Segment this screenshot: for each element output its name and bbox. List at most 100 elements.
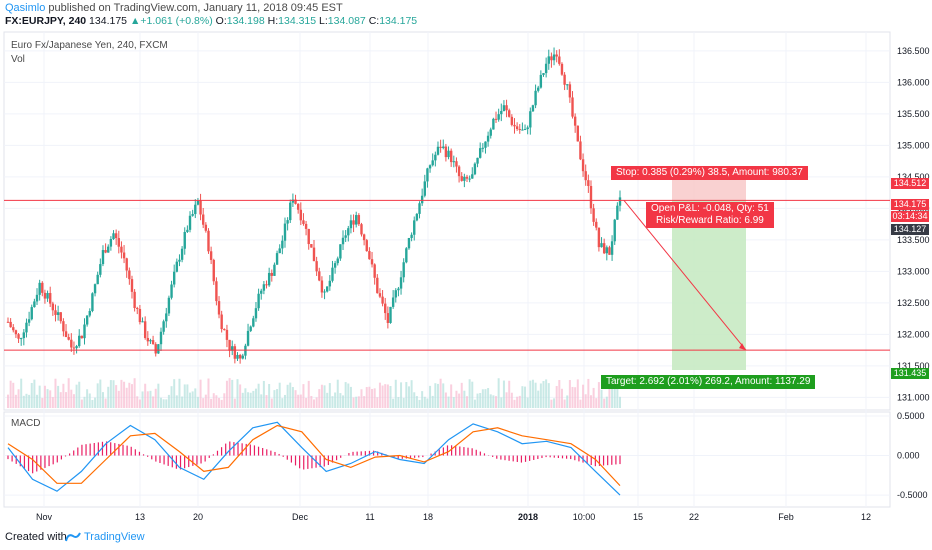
volume-bar [223,393,226,408]
candle-body [344,235,347,238]
entry-price-tag: 134.127 [891,224,929,235]
time-tick-label: Nov [36,512,53,522]
candle-body [552,54,556,61]
volume-bar [239,384,242,408]
candle-body [233,346,237,359]
candle-body [420,195,424,204]
low-label: L: [319,15,328,27]
volume-bar [167,394,170,408]
volume-bar [339,393,342,408]
risk-reward-text: Risk/Reward Ratio: 6.99 [656,215,764,226]
volume-bar [392,398,395,408]
volume-bar [228,378,231,408]
tradingview-brand[interactable]: TradingView [84,531,145,543]
volume-bar [141,391,144,408]
candle-body [526,127,529,130]
volume-bar [505,392,508,408]
volume-bar [289,382,292,408]
candle-body [508,110,511,117]
volume-bar [96,383,99,408]
volume-bar [117,390,120,408]
volume-bar [207,378,210,408]
candle-body [312,247,316,262]
volume-bar [273,390,276,408]
volume-bar [510,392,513,408]
target-zone [672,200,746,370]
candle-body [447,150,450,158]
volume-bar [608,385,611,408]
volume-bar [94,397,97,408]
candle-body [510,116,514,125]
time-tick-label: 12 [861,512,871,522]
candle-body [93,284,97,294]
candle-body [476,157,479,164]
stop-zone [672,176,746,201]
volume-bar [365,387,368,408]
candle-body [592,208,595,222]
volume-bar [70,389,73,408]
candle-body [534,90,537,106]
candle-body [117,238,120,247]
volume-bar [249,392,252,408]
volume-bar [384,384,387,408]
volume-bar [291,387,294,408]
open-pl-label[interactable]: Open P&L: -0.048, Qty: 51 Risk/Reward Ra… [646,202,774,228]
candle-body [107,246,110,253]
author-link[interactable]: Qasimlo [5,2,46,14]
volume-bar [423,396,426,408]
macd-pane[interactable] [3,411,891,508]
volume-bar [136,396,139,408]
candle-body [415,213,419,221]
candle-body [223,329,226,331]
candle-body [568,84,572,98]
candle-body [75,346,78,349]
volume-bar [72,394,75,408]
volume-bar [9,380,12,408]
candle-body [67,337,70,340]
candle-body [275,253,279,265]
volume-bar [558,380,561,408]
price-tick-label: 136.500 [897,46,930,56]
volume-bar [560,388,563,408]
volume-bar [75,384,78,408]
candle-body [78,335,81,347]
candle-body [149,340,152,342]
price-chart[interactable]: 136.500136.000135.500135.000134.500134.0… [0,30,932,528]
candle-body [573,116,577,126]
candle-body [463,176,466,181]
candle-body [202,214,205,225]
candle-body [473,163,477,175]
volume-bar [133,378,136,408]
volume-bar [595,398,598,408]
price-tick-label: 134.500 [897,172,930,182]
volume-bar [109,380,112,408]
volume-bar [212,393,215,408]
volume-bar [86,389,89,408]
candle-body [281,240,284,249]
price-tick-label: 136.000 [897,77,930,87]
candle-body [72,347,76,349]
candle-body [143,321,147,338]
volume-bar [46,389,49,408]
candle-body [283,223,287,241]
volume-bar [236,379,239,408]
target-label[interactable]: Target: 2.692 (2.01%) 269.2, Amount: 113… [601,375,816,389]
publish-info: Qasimlo published on TradingView.com, Ja… [5,2,343,14]
volume-bar [413,392,416,408]
candle-body [41,282,44,293]
volume-bar [418,399,421,408]
candle-body [186,229,189,232]
candle-body [101,250,105,265]
macd-plot [7,421,621,496]
volume-bar [442,383,445,408]
candle-body [249,326,252,331]
stop-label[interactable]: Stop: 0.385 (0.29%) 38.5, Amount: 980.37 [611,166,808,180]
candle-body [196,200,200,205]
volume-bar [336,379,339,408]
candle-body [515,126,519,130]
candle-body [407,237,411,249]
volume-bar [299,394,302,408]
candle-body [478,148,482,158]
close-value: 134.175 [379,15,418,27]
volume-bar [468,379,471,408]
